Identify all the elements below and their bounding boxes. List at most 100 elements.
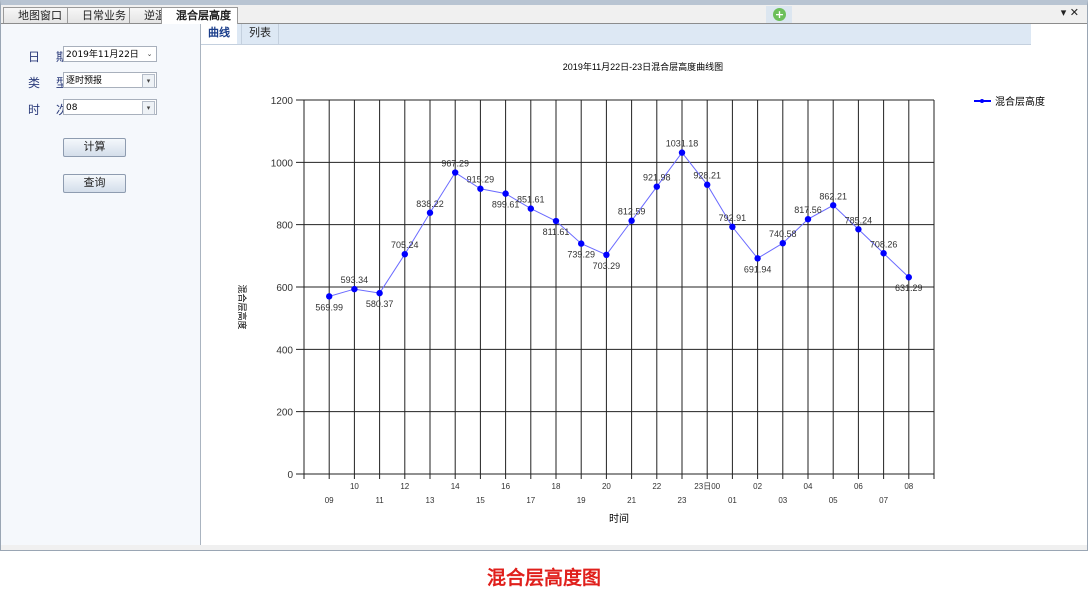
data-point bbox=[754, 255, 761, 262]
data-point bbox=[426, 209, 434, 216]
data-label: 691.94 bbox=[744, 264, 772, 274]
tab-map-window[interactable]: 地图窗口 bbox=[3, 7, 69, 23]
x-tick-label: 21 bbox=[627, 496, 636, 505]
data-point bbox=[527, 205, 534, 212]
type-select[interactable]: 逐时预报 ▾ bbox=[63, 72, 157, 88]
data-label: 811.61 bbox=[543, 227, 570, 237]
legend: 混合层高度 bbox=[974, 95, 1045, 108]
result-panel: 曲线 列表 2019年11月22日-23日混合层高度曲线图 时间 混合层高度 0… bbox=[201, 24, 1087, 545]
y-tick-label: 400 bbox=[276, 345, 293, 356]
x-tick-label: 06 bbox=[854, 482, 863, 491]
data-label: 739.29 bbox=[567, 250, 595, 260]
figure-caption: 混合层高度图 bbox=[486, 567, 601, 589]
data-point bbox=[729, 223, 736, 231]
document-tabstrip: 地图窗口 日常业务 逆温 混合层高度 + ▾ ✕ bbox=[1, 5, 1087, 25]
data-label: 593.34 bbox=[341, 275, 369, 285]
date-value: 2019年11月22日 bbox=[66, 50, 139, 60]
data-label: 838.22 bbox=[416, 199, 444, 209]
dropdown-arrow-icon[interactable]: ▾ bbox=[1060, 6, 1067, 19]
data-label: 703.29 bbox=[593, 261, 621, 271]
data-point bbox=[578, 240, 585, 247]
tab-daily-business[interactable]: 日常业务 bbox=[67, 7, 133, 23]
hour-value: 08 bbox=[66, 103, 78, 113]
data-label: 792.91 bbox=[719, 213, 747, 223]
x-tick-label: 22 bbox=[652, 482, 661, 491]
data-label: 631.29 bbox=[895, 283, 923, 293]
data-point bbox=[552, 217, 560, 225]
data-point bbox=[477, 185, 484, 192]
legend-marker bbox=[980, 99, 984, 103]
x-tick-label: 23日00 bbox=[694, 482, 720, 491]
date-picker[interactable]: 2019年11月22日 ⌄ bbox=[63, 46, 157, 62]
data-point bbox=[830, 202, 837, 209]
data-label: 921.98 bbox=[643, 173, 671, 183]
x-tick-label: 03 bbox=[778, 496, 787, 505]
type-label: 类 型 bbox=[28, 76, 74, 90]
data-point bbox=[326, 293, 333, 300]
data-label: 817.56 bbox=[794, 205, 822, 215]
data-point bbox=[502, 190, 509, 197]
data-label: 851.61 bbox=[517, 195, 545, 205]
data-label: 862.21 bbox=[819, 191, 847, 201]
tab-curve[interactable]: 曲线 bbox=[201, 24, 237, 44]
add-tab-button[interactable]: + bbox=[766, 6, 792, 23]
query-panel: 日 期 2019年11月22日 ⌄ 类 型 逐时预报 ▾ 时 次 08 ▾ 计算 查询 bbox=[1, 24, 201, 545]
series-line bbox=[329, 151, 910, 297]
x-tick-label: 15 bbox=[476, 496, 485, 505]
x-tick-label: 10 bbox=[350, 482, 359, 491]
dropdown-arrow-icon[interactable]: ▾ bbox=[142, 74, 155, 88]
x-tick-label: 05 bbox=[829, 496, 838, 505]
x-tick-label: 20 bbox=[602, 482, 611, 491]
type-value: 逐时预报 bbox=[66, 76, 103, 86]
data-label: 899.61 bbox=[492, 200, 520, 210]
x-tick-label: 08 bbox=[904, 482, 913, 491]
close-icon[interactable]: ✕ bbox=[1069, 6, 1079, 19]
data-label: 928.21 bbox=[693, 171, 721, 181]
y-tick-label: 600 bbox=[276, 283, 293, 294]
x-axis-label: 时间 bbox=[609, 512, 629, 525]
chevron-down-icon[interactable]: ⌄ bbox=[146, 50, 153, 58]
data-point bbox=[779, 239, 786, 247]
app-window: 地图窗口 日常业务 逆温 混合层高度 + ▾ ✕ 日 期 2019年11月22日… bbox=[0, 0, 1088, 551]
x-tick-label: 11 bbox=[375, 496, 384, 505]
plus-circle-icon: + bbox=[773, 8, 786, 21]
data-point bbox=[855, 226, 862, 233]
hour-label: 时 次 bbox=[28, 103, 74, 117]
x-tick-label: 02 bbox=[753, 482, 762, 491]
y-tick-label: 200 bbox=[276, 408, 293, 419]
x-tick-label: 14 bbox=[451, 482, 460, 491]
data-point bbox=[704, 181, 711, 188]
y-axis-label: 混合层高度 bbox=[237, 284, 248, 329]
date-label: 日 期 bbox=[28, 50, 74, 64]
data-label: 1031.18 bbox=[666, 139, 699, 149]
data-point bbox=[804, 215, 812, 223]
x-tick-label: 16 bbox=[501, 482, 510, 491]
y-tick-label: 0 bbox=[287, 470, 293, 481]
data-label: 580.37 bbox=[366, 299, 394, 309]
x-tick-label: 17 bbox=[526, 496, 535, 505]
data-point bbox=[351, 285, 358, 293]
x-tick-label: 19 bbox=[577, 496, 586, 505]
x-tick-label: 04 bbox=[804, 482, 813, 491]
data-label: 915.29 bbox=[467, 175, 495, 185]
data-label: 812.59 bbox=[618, 207, 646, 217]
x-tick-label: 09 bbox=[325, 496, 334, 505]
data-label: 785.24 bbox=[845, 215, 873, 225]
dropdown-arrow-icon[interactable]: ▾ bbox=[142, 101, 155, 115]
query-button[interactable]: 查询 bbox=[63, 174, 126, 193]
data-point bbox=[628, 217, 635, 224]
y-tick-label: 800 bbox=[276, 221, 293, 232]
data-point bbox=[452, 169, 459, 176]
tab-mixing-layer-height[interactable]: 混合层高度 bbox=[161, 7, 238, 25]
data-point bbox=[880, 250, 887, 257]
hour-select[interactable]: 08 ▾ bbox=[63, 99, 157, 115]
data-label: 740.58 bbox=[769, 229, 797, 239]
data-point bbox=[678, 149, 686, 156]
data-point bbox=[653, 183, 660, 190]
x-tick-label: 23 bbox=[678, 496, 687, 505]
data-label: 967.29 bbox=[441, 159, 469, 169]
compute-button[interactable]: 计算 bbox=[63, 138, 126, 157]
y-tick-label: 1000 bbox=[271, 158, 294, 169]
tab-list[interactable]: 列表 bbox=[241, 24, 279, 44]
data-label: 708.26 bbox=[870, 239, 898, 249]
